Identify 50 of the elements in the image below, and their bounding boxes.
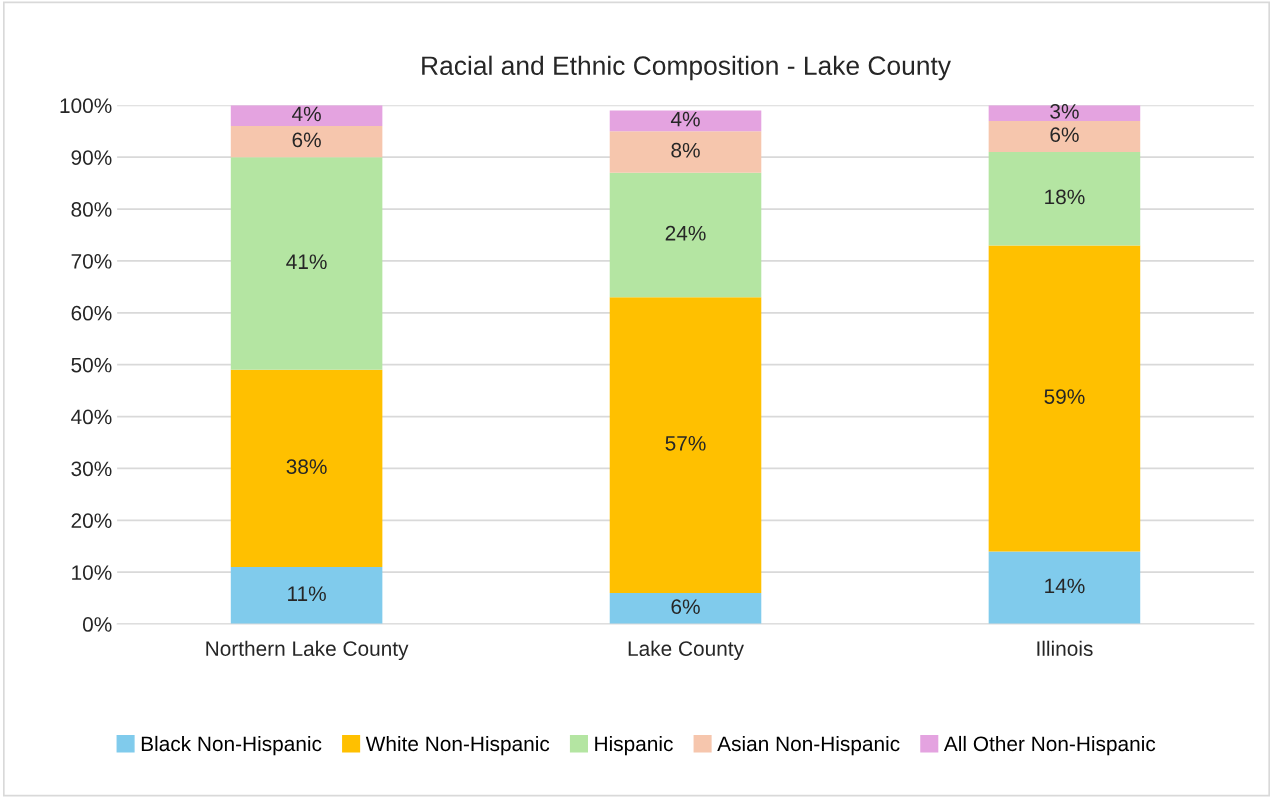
legend-label: All Other Non-Hispanic (943, 735, 1156, 756)
y-tick-label: 40% (71, 409, 112, 425)
data-label: 41% (286, 254, 327, 270)
data-label: 6% (671, 599, 700, 615)
data-label: 59% (1044, 389, 1085, 404)
bar (988, 245, 1141, 552)
data-label: 18% (1045, 189, 1085, 205)
bar (230, 126, 383, 158)
y-tick-label: 50% (71, 357, 112, 373)
y-tick-label: 0% (82, 617, 112, 632)
y-tick-label: 70% (71, 253, 112, 269)
legend-label: Hispanic (595, 735, 673, 756)
legend-label: White Non-Hispanic (365, 735, 550, 756)
bar (988, 120, 1141, 153)
bar (230, 157, 383, 370)
bar (230, 369, 383, 567)
data-label: 3% (1050, 103, 1079, 119)
y-tick-label: 60% (71, 305, 112, 321)
bar (988, 152, 1141, 246)
bar (609, 172, 762, 298)
legend-label: Black Non-Hispanic (141, 735, 322, 756)
y-tick-label: 100% (60, 98, 112, 114)
bar (230, 566, 383, 625)
data-label: 57% (665, 436, 706, 451)
bar (230, 105, 383, 127)
y-tick-label: 90% (71, 150, 112, 165)
x-tick-label: Northern Lake County (206, 640, 409, 661)
y-tick-label: 80% (71, 202, 112, 217)
data-label: 38% (286, 459, 327, 475)
bar (988, 105, 1141, 121)
bar (609, 131, 762, 173)
data-label: 4% (292, 106, 321, 122)
data-label: 6% (1050, 127, 1079, 143)
data-label: 14% (1045, 578, 1085, 594)
data-label: 24% (665, 225, 706, 241)
bar (609, 110, 762, 132)
x-tick-label: Illinois (1037, 640, 1093, 657)
chart-title: Racial and Ethnic Composition - Lake County (422, 55, 951, 81)
y-tick-label: 30% (71, 461, 112, 477)
y-tick-label: 20% (71, 513, 112, 529)
bar (609, 592, 762, 625)
x-tick-label: Lake County (628, 640, 744, 661)
bar (609, 297, 762, 593)
bar (988, 551, 1141, 625)
legend-label: Asian Non-Hispanic (717, 735, 900, 756)
data-label: 4% (670, 111, 700, 127)
data-label: 6% (292, 132, 321, 148)
data-label: 11% (288, 586, 326, 602)
data-label: 8% (671, 142, 700, 158)
y-tick-label: 10% (72, 565, 112, 580)
